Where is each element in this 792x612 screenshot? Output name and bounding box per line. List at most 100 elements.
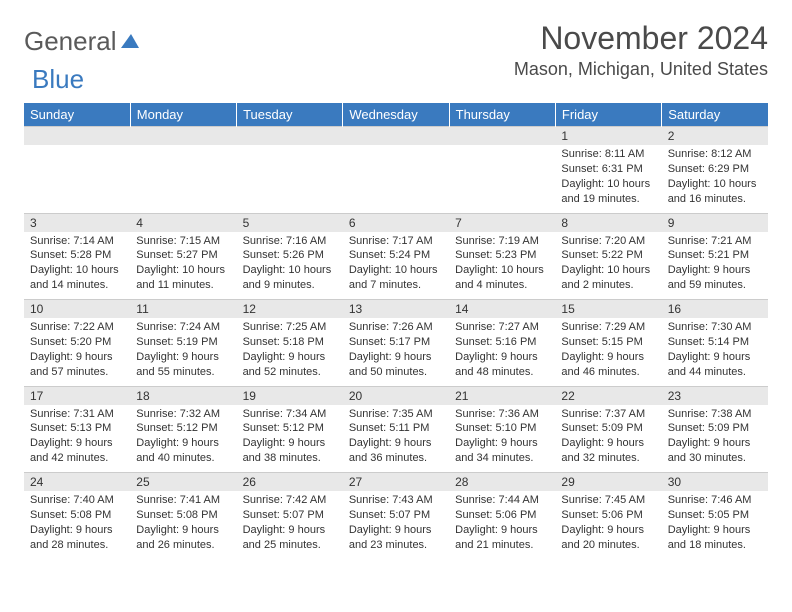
sunrise-text: Sunrise: 7:17 AM xyxy=(349,234,443,249)
day-content-cell: Sunrise: 7:24 AMSunset: 5:19 PMDaylight:… xyxy=(130,318,236,386)
day-content-cell: Sunrise: 7:14 AMSunset: 5:28 PMDaylight:… xyxy=(24,232,130,300)
day-content-cell: Sunrise: 7:37 AMSunset: 5:09 PMDaylight:… xyxy=(555,405,661,473)
daylight-text-2: and 52 minutes. xyxy=(243,365,337,380)
day-content-cell: Sunrise: 7:29 AMSunset: 5:15 PMDaylight:… xyxy=(555,318,661,386)
day-number-cell: 28 xyxy=(449,473,555,492)
sunset-text: Sunset: 5:10 PM xyxy=(455,421,549,436)
daylight-text-2: and 57 minutes. xyxy=(30,365,124,380)
dayhdr-sat: Saturday xyxy=(662,103,768,127)
week-daynum-row: 17181920212223 xyxy=(24,386,768,405)
daylight-text-2: and 50 minutes. xyxy=(349,365,443,380)
sunrise-text: Sunrise: 7:37 AM xyxy=(561,407,655,422)
daylight-text-1: Daylight: 9 hours xyxy=(349,523,443,538)
sunset-text: Sunset: 5:13 PM xyxy=(30,421,124,436)
day-number-cell: 30 xyxy=(662,473,768,492)
daylight-text-1: Daylight: 9 hours xyxy=(136,350,230,365)
sunrise-text: Sunrise: 7:43 AM xyxy=(349,493,443,508)
day-content-cell xyxy=(130,145,236,213)
daylight-text-2: and 16 minutes. xyxy=(668,192,762,207)
daylight-text-1: Daylight: 10 hours xyxy=(349,263,443,278)
day-content-cell: Sunrise: 7:40 AMSunset: 5:08 PMDaylight:… xyxy=(24,491,130,559)
daylight-text-1: Daylight: 9 hours xyxy=(136,523,230,538)
day-number-cell: 18 xyxy=(130,386,236,405)
day-content-cell: Sunrise: 7:20 AMSunset: 5:22 PMDaylight:… xyxy=(555,232,661,300)
sunset-text: Sunset: 5:22 PM xyxy=(561,248,655,263)
sunset-text: Sunset: 5:17 PM xyxy=(349,335,443,350)
calendar-body: 12Sunrise: 8:11 AMSunset: 6:31 PMDayligh… xyxy=(24,127,768,560)
day-content-cell: Sunrise: 7:25 AMSunset: 5:18 PMDaylight:… xyxy=(237,318,343,386)
day-content-cell: Sunrise: 7:35 AMSunset: 5:11 PMDaylight:… xyxy=(343,405,449,473)
day-number-cell: 23 xyxy=(662,386,768,405)
day-content-cell: Sunrise: 7:22 AMSunset: 5:20 PMDaylight:… xyxy=(24,318,130,386)
week-daynum-row: 12 xyxy=(24,127,768,146)
month-title: November 2024 xyxy=(514,20,768,57)
sunrise-text: Sunrise: 7:29 AM xyxy=(561,320,655,335)
day-content-cell: Sunrise: 8:12 AMSunset: 6:29 PMDaylight:… xyxy=(662,145,768,213)
day-content-cell: Sunrise: 7:15 AMSunset: 5:27 PMDaylight:… xyxy=(130,232,236,300)
sunrise-text: Sunrise: 7:32 AM xyxy=(136,407,230,422)
daylight-text-2: and 11 minutes. xyxy=(136,278,230,293)
daylight-text-1: Daylight: 9 hours xyxy=(455,436,549,451)
sunrise-text: Sunrise: 7:45 AM xyxy=(561,493,655,508)
sunrise-text: Sunrise: 7:22 AM xyxy=(30,320,124,335)
day-content-cell: Sunrise: 7:43 AMSunset: 5:07 PMDaylight:… xyxy=(343,491,449,559)
daylight-text-1: Daylight: 9 hours xyxy=(561,436,655,451)
day-number-cell: 24 xyxy=(24,473,130,492)
day-number-cell: 6 xyxy=(343,213,449,232)
daylight-text-2: and 36 minutes. xyxy=(349,451,443,466)
daylight-text-1: Daylight: 10 hours xyxy=(30,263,124,278)
dayhdr-thu: Thursday xyxy=(449,103,555,127)
day-content-cell xyxy=(237,145,343,213)
sunset-text: Sunset: 5:11 PM xyxy=(349,421,443,436)
daylight-text-1: Daylight: 9 hours xyxy=(136,436,230,451)
day-number-cell: 1 xyxy=(555,127,661,146)
week-content-row: Sunrise: 7:14 AMSunset: 5:28 PMDaylight:… xyxy=(24,232,768,300)
dayhdr-wed: Wednesday xyxy=(343,103,449,127)
sunset-text: Sunset: 5:06 PM xyxy=(455,508,549,523)
daylight-text-1: Daylight: 9 hours xyxy=(30,523,124,538)
daylight-text-1: Daylight: 9 hours xyxy=(243,350,337,365)
sunset-text: Sunset: 5:14 PM xyxy=(668,335,762,350)
daylight-text-2: and 34 minutes. xyxy=(455,451,549,466)
daylight-text-1: Daylight: 9 hours xyxy=(243,436,337,451)
daylight-text-1: Daylight: 10 hours xyxy=(561,177,655,192)
sunset-text: Sunset: 5:27 PM xyxy=(136,248,230,263)
sunset-text: Sunset: 5:23 PM xyxy=(455,248,549,263)
daylight-text-2: and 19 minutes. xyxy=(561,192,655,207)
sunset-text: Sunset: 5:07 PM xyxy=(243,508,337,523)
day-content-cell: Sunrise: 7:38 AMSunset: 5:09 PMDaylight:… xyxy=(662,405,768,473)
logo: General xyxy=(24,20,141,57)
sunrise-text: Sunrise: 7:38 AM xyxy=(668,407,762,422)
sunrise-text: Sunrise: 7:41 AM xyxy=(136,493,230,508)
day-number-cell xyxy=(449,127,555,146)
logo-text-1: General xyxy=(24,26,117,57)
daylight-text-1: Daylight: 9 hours xyxy=(668,523,762,538)
sunrise-text: Sunrise: 8:11 AM xyxy=(561,147,655,162)
week-content-row: Sunrise: 8:11 AMSunset: 6:31 PMDaylight:… xyxy=(24,145,768,213)
sunset-text: Sunset: 5:19 PM xyxy=(136,335,230,350)
sunrise-text: Sunrise: 8:12 AM xyxy=(668,147,762,162)
daylight-text-1: Daylight: 9 hours xyxy=(349,350,443,365)
day-number-cell: 8 xyxy=(555,213,661,232)
sunrise-text: Sunrise: 7:40 AM xyxy=(30,493,124,508)
logo-text-2: Blue xyxy=(24,64,84,94)
daylight-text-2: and 2 minutes. xyxy=(561,278,655,293)
day-number-cell xyxy=(24,127,130,146)
daylight-text-1: Daylight: 9 hours xyxy=(668,263,762,278)
daylight-text-2: and 23 minutes. xyxy=(349,538,443,553)
day-number-cell: 22 xyxy=(555,386,661,405)
daylight-text-2: and 42 minutes. xyxy=(30,451,124,466)
week-daynum-row: 10111213141516 xyxy=(24,300,768,319)
day-content-cell: Sunrise: 7:27 AMSunset: 5:16 PMDaylight:… xyxy=(449,318,555,386)
day-number-cell xyxy=(130,127,236,146)
daylight-text-2: and 46 minutes. xyxy=(561,365,655,380)
sunrise-text: Sunrise: 7:20 AM xyxy=(561,234,655,249)
day-content-cell: Sunrise: 7:45 AMSunset: 5:06 PMDaylight:… xyxy=(555,491,661,559)
sunset-text: Sunset: 5:21 PM xyxy=(668,248,762,263)
day-content-cell: Sunrise: 8:11 AMSunset: 6:31 PMDaylight:… xyxy=(555,145,661,213)
day-content-cell: Sunrise: 7:31 AMSunset: 5:13 PMDaylight:… xyxy=(24,405,130,473)
sunset-text: Sunset: 5:07 PM xyxy=(349,508,443,523)
daylight-text-2: and 38 minutes. xyxy=(243,451,337,466)
sunrise-text: Sunrise: 7:42 AM xyxy=(243,493,337,508)
sunrise-text: Sunrise: 7:36 AM xyxy=(455,407,549,422)
